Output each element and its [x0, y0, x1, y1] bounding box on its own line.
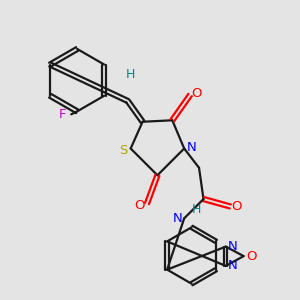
Text: N: N	[227, 260, 237, 272]
Text: N: N	[173, 212, 182, 225]
Text: H: H	[191, 203, 201, 216]
Text: H: H	[126, 68, 135, 81]
Text: N: N	[227, 240, 237, 253]
Text: O: O	[246, 250, 256, 262]
Text: N: N	[187, 140, 196, 154]
Text: O: O	[191, 87, 202, 100]
Text: S: S	[119, 143, 128, 157]
Text: O: O	[134, 200, 145, 212]
Text: F: F	[58, 108, 66, 121]
Text: O: O	[232, 200, 242, 213]
